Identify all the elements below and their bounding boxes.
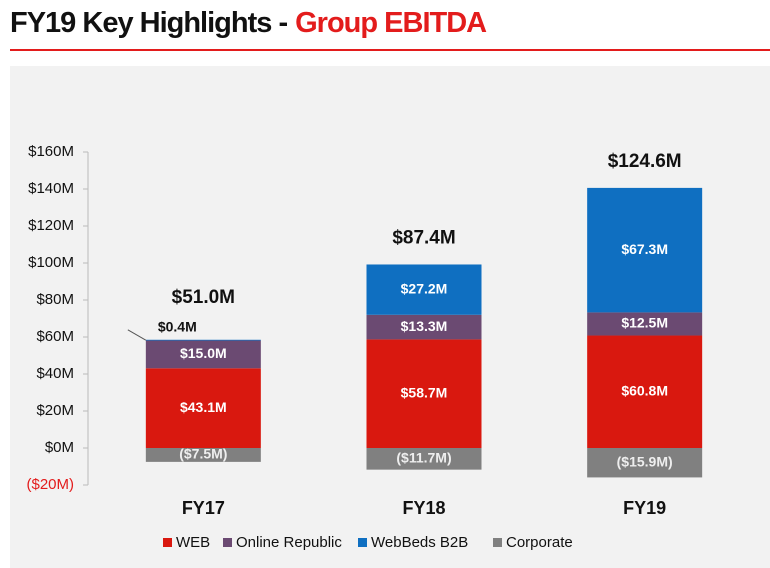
- bar-segment: [587, 448, 703, 478]
- bar-segment: [366, 264, 482, 315]
- y-tick-label: $160M: [28, 143, 74, 160]
- total-label: $87.4M: [392, 227, 455, 248]
- legend-swatch: [493, 538, 502, 547]
- value-label: ($15.9M): [617, 453, 673, 469]
- bar-segment: [366, 339, 482, 448]
- leader-line: [127, 329, 147, 341]
- y-tick-label: $100M: [28, 254, 74, 271]
- value-label: $27.2M: [401, 280, 448, 296]
- title-text: FY19 Key Highlights -: [10, 7, 287, 39]
- value-label: $12.5M: [621, 315, 668, 331]
- value-label: ($11.7M): [396, 450, 451, 466]
- legend-swatch: [358, 538, 367, 547]
- y-tick-label: $140M: [28, 180, 74, 197]
- value-label: $43.1M: [180, 399, 227, 415]
- y-tick-label: $20M: [36, 402, 74, 419]
- y-tick-label: $80M: [36, 291, 74, 308]
- x-tick-label: FY17: [182, 498, 225, 518]
- bar-segment: [145, 448, 261, 462]
- value-label: $60.8M: [621, 382, 668, 398]
- value-label: $67.3M: [621, 241, 668, 257]
- legend-swatch: [223, 538, 232, 547]
- bar-segment: [145, 368, 261, 448]
- value-label: $58.7M: [401, 384, 448, 400]
- value-label: ($7.5M): [179, 446, 227, 462]
- x-tick-label: FY18: [402, 498, 445, 518]
- y-tick-label: $60M: [36, 328, 74, 345]
- bar-segment: [587, 335, 703, 448]
- bar-segment: [145, 339, 261, 341]
- bar-segment: [587, 187, 703, 313]
- x-tick-label: FY19: [623, 498, 666, 518]
- legend-label: Online Republic: [236, 534, 342, 551]
- title-highlight: Group EBITDA: [295, 7, 487, 39]
- total-label: $51.0M: [172, 287, 235, 308]
- bar-segment: [366, 314, 482, 340]
- value-label: $15.0M: [180, 345, 227, 361]
- bar-segment: [366, 448, 482, 470]
- total-label: $124.6M: [608, 151, 682, 172]
- value-label: $0.4M: [158, 318, 197, 334]
- y-tick-label: $120M: [28, 217, 74, 234]
- page-title: FY19 Key Highlights - Group EBITDA: [10, 7, 487, 39]
- legend-swatch: [163, 538, 172, 547]
- legend-label: WEB: [176, 534, 210, 551]
- bar-segment: [145, 340, 261, 369]
- legend-label: Corporate: [506, 534, 573, 551]
- bar-segment: [587, 312, 703, 336]
- y-tick-label: $0M: [45, 439, 74, 456]
- legend-label: WebBeds B2B: [371, 534, 468, 551]
- y-tick-label: $40M: [36, 365, 74, 382]
- value-label: $13.3M: [401, 318, 448, 334]
- y-tick-label: ($20M): [26, 476, 74, 493]
